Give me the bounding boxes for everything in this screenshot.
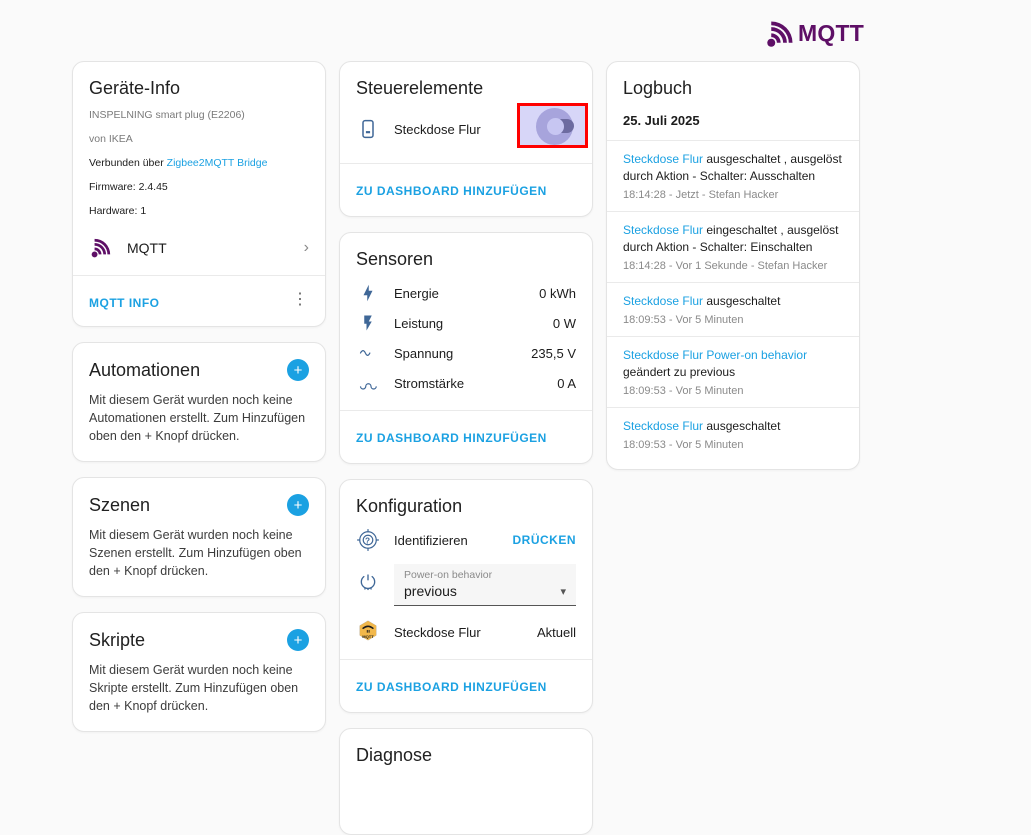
svg-text:?: ? — [365, 537, 370, 546]
svg-text:MQTT: MQTT — [362, 634, 374, 639]
